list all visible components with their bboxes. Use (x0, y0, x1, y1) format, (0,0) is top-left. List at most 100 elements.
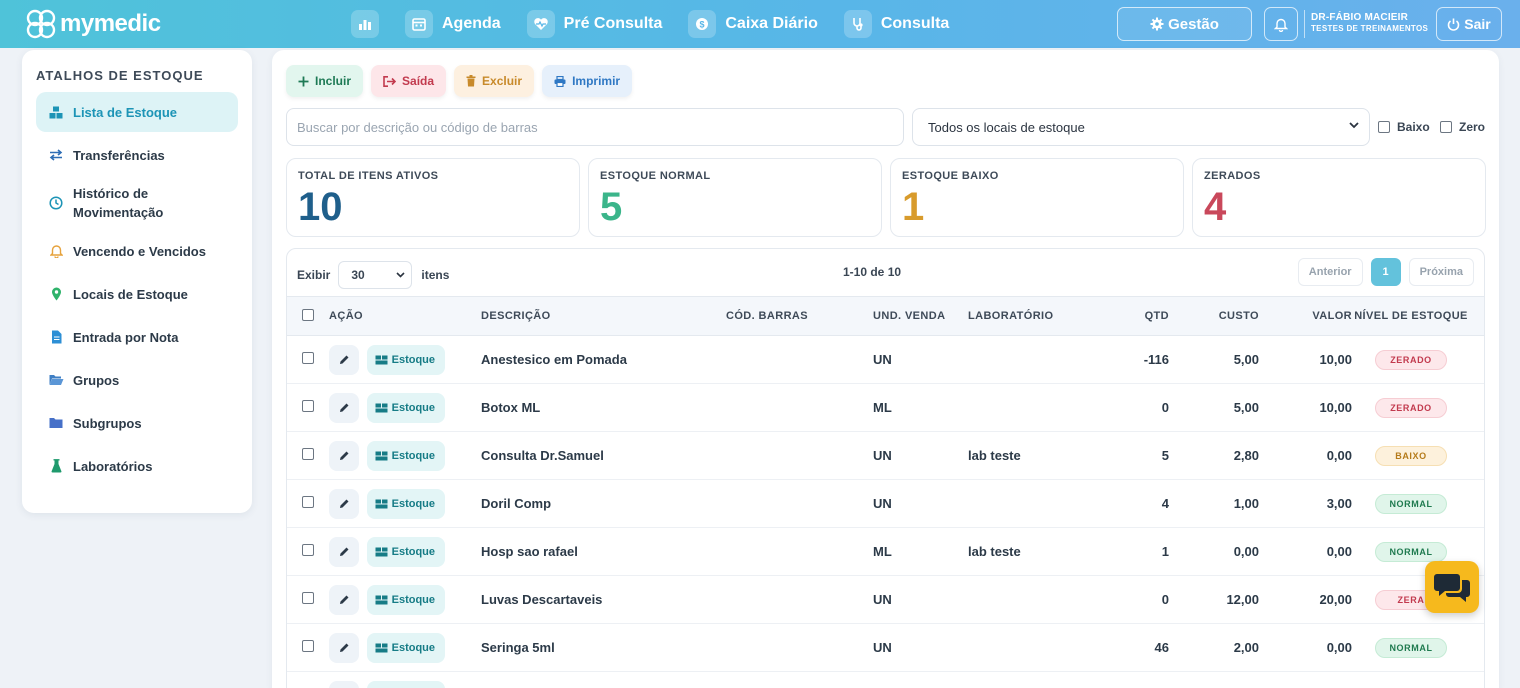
cell-descricao: Anestesico em Pomada (481, 352, 627, 367)
user-info[interactable]: DR-FÁBIO MACIEIR TESTES DE TREINAMENTOS (1311, 12, 1428, 33)
estoque-button[interactable]: Estoque (366, 344, 446, 375)
header-custo[interactable]: CUSTO (1218, 310, 1259, 322)
sidebar-item-historico[interactable]: Histórico de Movimentação (36, 178, 238, 228)
bell-icon (1274, 18, 1288, 32)
table-row[interactable]: Estoque Doril Comp UN 4 1,00 3,00 NORMAL (287, 480, 1484, 528)
cell-qtd (1093, 672, 1169, 688)
stock-sidebar: ATALHOS DE ESTOQUE Lista de Estoque Tran… (22, 50, 252, 513)
estoque-button[interactable]: Estoque (366, 440, 446, 471)
boxes-icon (375, 547, 388, 556)
estoque-label: Estoque (391, 353, 436, 366)
estoque-label: Estoque (391, 545, 436, 558)
current-page-button[interactable]: 1 (1370, 258, 1401, 286)
row-checkbox[interactable] (302, 592, 314, 604)
card-value: 10 (298, 185, 343, 229)
brand-name: mymedic (60, 10, 161, 37)
notifications-button[interactable] (1264, 7, 1298, 41)
row-checkbox[interactable] (302, 448, 314, 460)
row-checkbox[interactable] (302, 400, 314, 412)
table-row[interactable]: Estoque Luvas Descartaveis UN 0 12,00 20… (287, 576, 1484, 624)
baixo-checkbox[interactable] (1378, 121, 1390, 133)
chat-button[interactable] (1425, 561, 1479, 613)
table-row[interactable]: Estoque Consulta Dr.Samuel UN lab teste … (287, 432, 1484, 480)
header-qtd[interactable]: QTD (1144, 310, 1169, 322)
table-row[interactable]: Estoque Seringa 5ml UN 46 2,00 0,00 NORM… (287, 624, 1484, 672)
nav-agenda[interactable]: Agenda (405, 8, 501, 40)
cell-nivel: NORMAL (1352, 528, 1484, 576)
status-badge: NORMAL (1375, 637, 1447, 658)
estoque-button[interactable]: Estoque (366, 536, 446, 567)
cell-laboratorio (968, 480, 1093, 528)
nav-caixa-diario[interactable]: $ Caixa Diário (688, 8, 818, 40)
edit-button[interactable] (329, 584, 359, 615)
row-checkbox[interactable] (302, 640, 314, 652)
edit-button[interactable] (329, 392, 359, 423)
row-checkbox[interactable] (302, 544, 314, 556)
table-row[interactable]: Estoque (287, 672, 1484, 688)
logout-button[interactable]: Sair (1436, 7, 1502, 41)
search-input[interactable]: Buscar por descrição ou código de barras (286, 108, 904, 146)
pencil-icon (339, 595, 348, 604)
sign-out-icon (383, 75, 397, 87)
estoque-button[interactable]: Estoque (366, 392, 446, 423)
select-all-checkbox[interactable] (302, 308, 314, 321)
header-laboratorio[interactable]: LABORATÓRIO (968, 310, 1054, 322)
summary-cards: TOTAL DE ITENS ATIVOS 10 ESTOQUE NORMAL … (286, 158, 1486, 237)
table-row[interactable]: Estoque Hosp sao rafael ML lab teste 1 0… (287, 528, 1484, 576)
filter-zero[interactable]: Zero (1440, 120, 1485, 134)
edit-button[interactable] (329, 536, 359, 567)
brand-logo[interactable]: mymedic (24, 7, 161, 41)
next-page-button[interactable]: Próxima (1408, 258, 1474, 286)
sidebar-item-entrada-nota[interactable]: Entrada por Nota (36, 317, 238, 357)
sidebar-item-locais[interactable]: Locais de Estoque (36, 274, 238, 314)
cell-qtd: -116 (1143, 352, 1169, 367)
nav-pre-consulta[interactable]: Pré Consulta (526, 8, 662, 40)
excluir-button[interactable]: Excluir (454, 65, 535, 97)
edit-button[interactable] (329, 680, 359, 688)
row-checkbox[interactable] (302, 352, 314, 364)
estoque-button[interactable]: Estoque (366, 632, 446, 663)
cell-und-venda (873, 672, 968, 688)
edit-button[interactable] (329, 440, 359, 471)
sidebar-item-lista-estoque[interactable]: Lista de Estoque (36, 92, 238, 132)
header-cod-barras[interactable]: CÓD. BARRAS (726, 310, 809, 322)
boxes-icon (375, 403, 388, 412)
edit-button[interactable] (329, 344, 359, 375)
estoque-button[interactable]: Estoque (366, 488, 446, 519)
nav-consulta[interactable]: Consulta (843, 8, 949, 40)
sidebar-item-subgrupos[interactable]: Subgrupos (36, 403, 238, 443)
page-size-select[interactable]: 30 (338, 261, 413, 289)
table-row[interactable]: Estoque Botox ML ML 0 5,00 10,00 ZERADO (287, 384, 1484, 432)
filter-baixo[interactable]: Baixo (1378, 120, 1430, 134)
sidebar-item-transferencias[interactable]: Transferências (36, 135, 238, 175)
table-row[interactable]: Estoque Anestesico em Pomada UN -116 5,0… (287, 336, 1484, 384)
estoque-button[interactable]: Estoque (366, 680, 446, 688)
prev-page-button[interactable]: Anterior (1297, 258, 1363, 286)
header-valor[interactable]: VALOR (1312, 310, 1352, 322)
header-und-venda[interactable]: UND. VENDA (873, 310, 946, 322)
cell-nivel (1352, 672, 1484, 688)
header-descricao[interactable]: DESCRIÇÃO (481, 310, 551, 322)
saida-button[interactable]: Saída (371, 65, 447, 97)
sidebar-item-laboratorios[interactable]: Laboratórios (36, 446, 238, 486)
sidebar-item-vencendo[interactable]: Vencendo e Vencidos (36, 231, 238, 271)
row-checkbox[interactable] (302, 496, 314, 508)
chevron-down-icon (1349, 122, 1359, 129)
page-size-value: 30 (351, 268, 365, 282)
zero-checkbox[interactable] (1440, 121, 1452, 133)
gestao-button[interactable]: Gestão (1117, 7, 1252, 41)
local-estoque-select[interactable]: Todos os locais de estoque (912, 108, 1370, 146)
boxes-icon (375, 499, 388, 508)
sidebar-item-grupos[interactable]: Grupos (36, 360, 238, 400)
incluir-button[interactable]: Incluir (286, 65, 364, 97)
header-nivel[interactable]: NÍVEL DE ESTOQUE (1354, 310, 1468, 322)
card-estoque-baixo: ESTOQUE BAIXO 1 (890, 158, 1184, 237)
nav-dashboard[interactable] (351, 8, 379, 40)
cell-descricao: Hosp sao rafael (481, 544, 578, 559)
imprimir-button[interactable]: Imprimir (542, 65, 633, 97)
estoque-button[interactable]: Estoque (366, 584, 446, 615)
edit-button[interactable] (329, 488, 359, 519)
map-pin-icon (48, 287, 64, 301)
main-panel: Incluir Saída Excluir Imprimir Buscar po… (272, 50, 1499, 688)
edit-button[interactable] (329, 632, 359, 663)
